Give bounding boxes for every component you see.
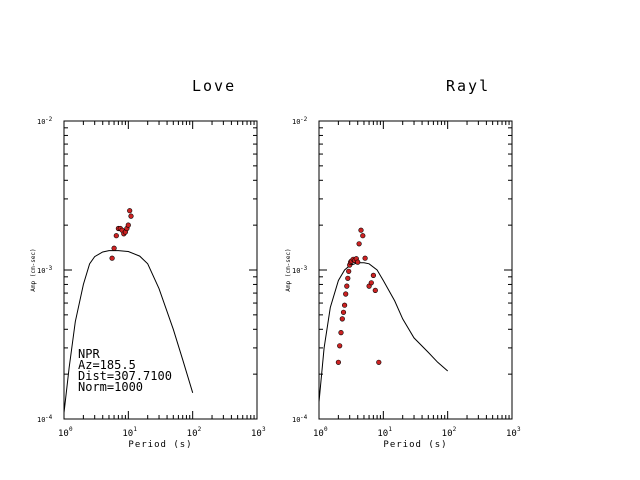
data-point xyxy=(358,227,364,233)
y-axis-label: Amp (cm-sec) xyxy=(285,248,292,291)
data-point xyxy=(355,259,361,265)
x-tick-label: 10 xyxy=(313,429,324,439)
station-info-line: NPR xyxy=(78,347,100,361)
y-tick-label-exponent: -2 xyxy=(45,116,53,123)
data-point xyxy=(342,302,348,308)
data-point xyxy=(344,283,350,289)
y-tick-label-exponent: -4 xyxy=(45,414,53,421)
data-point xyxy=(337,343,343,349)
x-tick-label: 10 xyxy=(377,429,388,439)
y-tick-label-exponent: -4 xyxy=(300,414,308,421)
x-tick-label-exponent: 2 xyxy=(453,426,457,433)
y-tick-label: 10 xyxy=(292,267,300,275)
x-tick-label: 10 xyxy=(58,429,69,439)
y-tick-label-exponent: -3 xyxy=(45,265,53,272)
x-axis-label: Period (s) xyxy=(128,440,192,450)
data-point xyxy=(376,359,382,365)
y-tick-label: 10 xyxy=(292,118,300,126)
data-point xyxy=(345,275,351,281)
data-point xyxy=(335,359,342,365)
data-point xyxy=(111,245,117,251)
x-tick-label: 10 xyxy=(187,429,198,439)
data-point xyxy=(113,233,119,239)
x-tick-label-exponent: 3 xyxy=(262,426,266,433)
x-tick-label-exponent: 0 xyxy=(324,426,328,433)
x-tick-label-exponent: 1 xyxy=(388,426,392,433)
x-tick-label-exponent: 2 xyxy=(198,426,202,433)
x-tick-label: 10 xyxy=(122,429,133,439)
chart-title: Rayl xyxy=(446,77,490,95)
y-axis-label: Amp (cm-sec) xyxy=(30,248,37,291)
data-point xyxy=(343,291,349,297)
y-tick-label-exponent: -2 xyxy=(300,116,308,123)
chart-title: Love xyxy=(192,77,236,95)
data-point xyxy=(340,309,347,315)
data-point xyxy=(128,213,134,219)
y-tick-label: 10 xyxy=(37,267,45,275)
data-point xyxy=(109,255,115,261)
data-point xyxy=(338,330,344,336)
data-point xyxy=(368,280,374,286)
data-point xyxy=(362,255,368,261)
data-point xyxy=(339,316,345,322)
data-point xyxy=(360,233,366,239)
data-point xyxy=(356,241,362,247)
x-tick-label: 10 xyxy=(506,429,517,439)
station-info-line: Az=185.5 xyxy=(78,358,136,372)
x-tick-label-exponent: 0 xyxy=(69,426,73,433)
model-curve xyxy=(318,262,449,403)
y-tick-label: 10 xyxy=(37,416,45,424)
x-tick-label: 10 xyxy=(442,429,453,439)
station-info-line: Dist=307.7100 xyxy=(78,369,172,383)
y-tick-label-exponent: -3 xyxy=(300,265,308,272)
x-tick-label-exponent: 1 xyxy=(133,426,137,433)
data-point xyxy=(125,222,131,228)
data-point xyxy=(127,208,133,214)
data-point xyxy=(346,268,352,274)
x-axis-label: Period (s) xyxy=(383,440,447,450)
data-point xyxy=(372,287,378,294)
x-tick-label: 10 xyxy=(251,429,262,439)
y-tick-label: 10 xyxy=(37,118,45,126)
data-point xyxy=(370,272,377,279)
y-tick-label: 10 xyxy=(292,416,300,424)
station-info-line: Norm=1000 xyxy=(78,380,143,394)
x-tick-label-exponent: 3 xyxy=(517,426,521,433)
